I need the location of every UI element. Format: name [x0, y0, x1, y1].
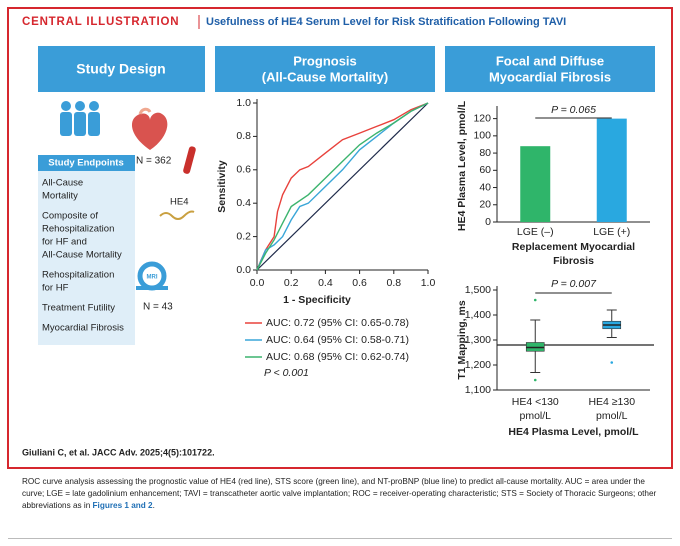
y-tick-label: 80 — [479, 147, 491, 159]
heart-icon — [131, 107, 168, 150]
y-tick-label: 100 — [473, 130, 491, 142]
caption-text: ROC curve analysis assessing the prognos… — [22, 477, 657, 510]
y-tick-label: 60 — [479, 164, 491, 176]
roc-curve — [256, 102, 429, 271]
mri-icon — [136, 261, 168, 291]
x-tick-label: 0.6 — [352, 277, 367, 289]
legend-label: AUC: 0.64 (95% CI: 0.58-0.71) — [266, 334, 409, 346]
panel-title: Focal and Diffuse — [496, 53, 604, 68]
y-tick-label: 0.0 — [236, 264, 251, 276]
y-axis-label: T1 Mapping, ms — [456, 300, 468, 380]
charts: 0.0 0.2 0.4 0.6 0.8 1.0 0.0 0.2 0.4 0.6 0.8 1.0 Sens… — [216, 97, 654, 438]
panel-title: Myocardial Fibrosis — [489, 69, 611, 84]
annotation: P < 0.001 — [264, 367, 309, 379]
roc-curve — [256, 102, 429, 271]
y-tick-label: 0.6 — [236, 164, 251, 176]
x-tick-label: pmol/L — [596, 410, 628, 422]
biomarker: HE4 — [170, 197, 188, 208]
endpoint-line: Rehospitalization — [42, 224, 114, 235]
y-tick-label: 1,100 — [465, 384, 491, 396]
endpoint-line: Myocardial Fibrosis — [42, 323, 124, 334]
caption-link[interactable]: Figures 1 and 2 — [92, 501, 153, 510]
x-tick-label: 0.4 — [318, 277, 333, 289]
y-tick-label: 0.8 — [236, 130, 251, 142]
bar — [520, 146, 551, 222]
endpoint-line: All-Cause — [42, 178, 83, 189]
outlier — [533, 378, 537, 382]
x-axis-label: HE4 Plasma Level, pmol/L — [508, 426, 639, 438]
y-axis-label: Sensitivity — [216, 160, 228, 213]
x-tick-label: HE4 ≥130 — [588, 396, 635, 408]
annotation: P = 0.007 — [551, 278, 597, 290]
tube-icon — [183, 146, 196, 174]
x-axis-label: 1 - Specificity — [283, 294, 351, 306]
endpoint-line: Composite of — [42, 211, 98, 222]
endpoints-list: All-Cause Mortality Composite of Rehospital… — [42, 178, 124, 334]
y-tick-label: 1,300 — [465, 334, 491, 346]
bottom-rule — [8, 538, 672, 539]
outlier — [610, 361, 614, 364]
n-total: N = 362 — [136, 156, 172, 167]
endpoint-line: for HF — [42, 283, 69, 294]
endpoints-box — [38, 171, 135, 345]
endpoints-title: Study Endpoints — [48, 158, 123, 169]
panel-header — [38, 46, 205, 92]
caption-end: . — [152, 501, 155, 510]
endpoint-line: Treatment Futility — [42, 303, 115, 314]
x-tick-label: HE4 <130 — [512, 396, 559, 408]
endpoint-line: for HF and — [42, 237, 87, 248]
y-tick-label: 0.4 — [236, 197, 251, 209]
x-axis-label: Replacement Myocardial — [512, 241, 635, 253]
x-tick-label: pmol/L — [519, 410, 551, 422]
outlier — [533, 298, 537, 302]
legend-label: AUC: 0.68 (95% CI: 0.62-0.74) — [266, 351, 409, 363]
y-tick-label: 1,200 — [465, 359, 491, 371]
x-tick-label: 0.2 — [284, 277, 299, 289]
y-axis-label: HE4 Plasma Level, pmol/L — [456, 100, 468, 231]
caption: ROC curve analysis assessing the prognos… — [22, 476, 658, 512]
y-tick-label: 1.0 — [236, 97, 251, 109]
y-tick-label: 20 — [479, 199, 491, 211]
bar — [596, 118, 627, 222]
people-icon — [60, 101, 100, 136]
central-illustration: CENTRAL ILLUSTRATION Usefulness of HE4 S… — [7, 7, 673, 469]
mri-label: MRI — [147, 275, 158, 281]
y-tick-label: 0 — [485, 216, 491, 228]
x-tick-label: 0.8 — [386, 277, 401, 289]
panel-header — [445, 46, 655, 92]
citation: Giuliani C, et al. JACC Adv. 2025;4(5):1… — [22, 447, 215, 457]
legend-label: AUC: 0.72 (95% CI: 0.65-0.78) — [266, 317, 409, 329]
panel-title: Study Design — [76, 61, 165, 77]
endpoint-line: Rehospitalization — [42, 270, 114, 281]
y-tick-label: 40 — [479, 181, 491, 193]
annotation: P = 0.065 — [551, 104, 596, 116]
header-title: Usefulness of HE4 Serum Level for Risk S… — [206, 16, 566, 28]
x-tick-label: 1.0 — [421, 277, 436, 289]
x-tick-label: LGE (+) — [593, 226, 630, 238]
x-tick-label: 0.0 — [250, 277, 265, 289]
frame — [7, 7, 673, 469]
panel-header — [215, 46, 435, 92]
panel-title: Prognosis — [293, 53, 357, 68]
x-axis-label: Fibrosis — [553, 255, 594, 267]
endpoint-line: All-Cause Mortality — [42, 250, 122, 261]
molecule-icon — [159, 210, 195, 220]
y-tick-label: 1,400 — [465, 309, 491, 321]
endpoint-line: Mortality — [42, 191, 78, 202]
y-tick-label: 1,500 — [465, 284, 491, 296]
n-mri: N = 43 — [143, 302, 173, 313]
x-tick-label: LGE (–) — [517, 226, 554, 238]
endpoints-header — [38, 155, 135, 171]
panel-title: (All-Cause Mortality) — [262, 69, 388, 84]
reference-diagonal — [256, 102, 429, 271]
header-label: CENTRAL ILLUSTRATION — [22, 16, 179, 28]
y-tick-label: 120 — [473, 112, 491, 124]
y-tick-label: 0.2 — [236, 230, 251, 242]
